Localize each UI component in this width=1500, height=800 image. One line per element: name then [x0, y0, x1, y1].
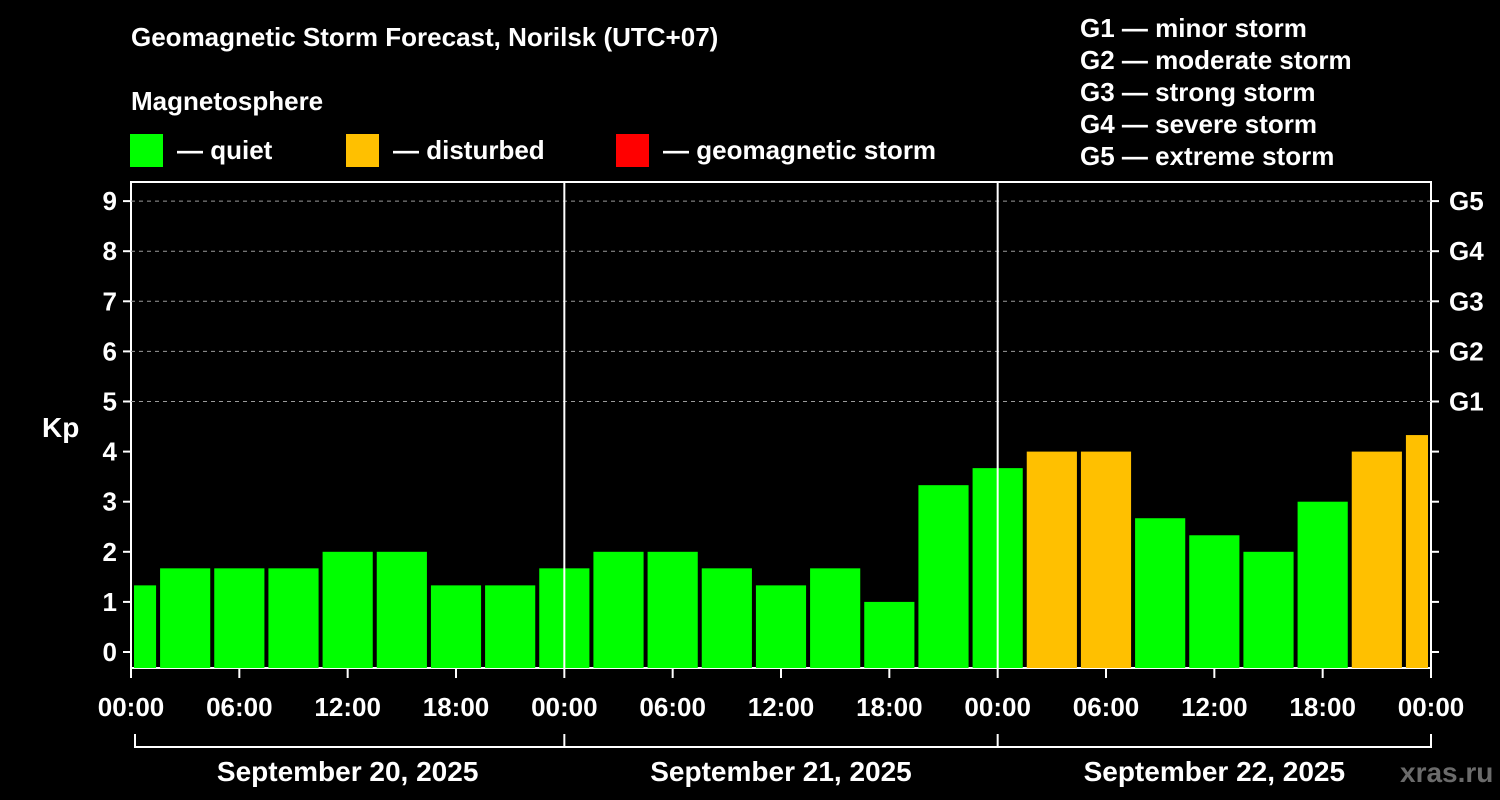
x-tick-label: 12:00	[314, 692, 381, 722]
kp-bar	[485, 585, 536, 668]
kp-bar	[593, 551, 644, 668]
legend-disturbed: — disturbed	[346, 133, 545, 167]
day-label: September 22, 2025	[1084, 756, 1346, 787]
kp-bar	[1351, 451, 1402, 668]
x-tick-label: 00:00	[531, 692, 598, 722]
legend-quiet: — quiet	[130, 133, 272, 167]
kp-bar	[1189, 535, 1240, 668]
kp-bar	[647, 551, 698, 668]
watermark: xras.ru	[1400, 757, 1494, 788]
kp-bar	[1135, 518, 1186, 668]
kp-bar	[322, 551, 373, 668]
legend-storm-swatch	[616, 133, 649, 167]
kp-bar	[810, 568, 861, 668]
g-scale-item: G4 — severe storm	[1080, 109, 1318, 139]
kp-bar	[701, 568, 752, 668]
kp-bar	[214, 568, 265, 668]
y-tick-label: 4	[103, 437, 118, 467]
legend-quiet-label: — quiet	[177, 134, 273, 165]
g-scale-item: G2 — moderate storm	[1080, 45, 1352, 75]
g-level-label: G4	[1449, 236, 1484, 266]
kp-bar	[268, 568, 319, 668]
x-tick-label: 12:00	[1181, 692, 1248, 722]
y-axis-label: Kp	[42, 412, 80, 443]
kp-bar	[1405, 435, 1428, 668]
g-scale-item: G1 — minor storm	[1080, 13, 1307, 43]
kp-bar	[430, 585, 482, 668]
kp-bar	[864, 601, 915, 668]
x-tick-label: 06:00	[639, 692, 706, 722]
x-tick-label: 00:00	[1398, 692, 1465, 722]
x-tick-label: 06:00	[206, 692, 273, 722]
y-tick-label: 2	[103, 537, 117, 567]
kp-bar	[1297, 501, 1348, 668]
y-tick-label: 9	[103, 186, 117, 216]
kp-bar	[1026, 451, 1077, 668]
y-tick-label: 6	[103, 336, 117, 366]
magnetosphere-label: Magnetosphere	[131, 86, 324, 116]
y-tick-label: 5	[103, 387, 117, 417]
kp-bar	[918, 485, 969, 668]
g-level-label: G5	[1449, 186, 1484, 216]
x-tick-label: 12:00	[748, 692, 815, 722]
x-tick-label: 00:00	[964, 692, 1031, 722]
day-label: September 20, 2025	[217, 756, 479, 787]
legend-disturbed-swatch	[346, 133, 379, 167]
g-scale-item: G5 — extreme storm	[1080, 141, 1335, 171]
kp-bar	[134, 585, 157, 668]
kp-bar	[1243, 551, 1294, 668]
legend-storm: — geomagnetic storm	[616, 133, 936, 167]
kp-bar	[160, 568, 211, 668]
g-level-label: G2	[1449, 336, 1484, 366]
y-tick-label: 3	[103, 487, 117, 517]
g-level-label: G1	[1449, 387, 1484, 417]
kp-bar	[755, 585, 807, 668]
legend-disturbed-label: — disturbed	[393, 134, 545, 165]
y-tick-label: 1	[103, 587, 117, 617]
x-tick-label: 18:00	[423, 692, 490, 722]
g-level-label: G3	[1449, 286, 1484, 316]
kp-bar	[376, 551, 427, 668]
x-tick-label: 18:00	[856, 692, 923, 722]
g-scale-item: G3 — strong storm	[1080, 77, 1316, 107]
legend-storm-label: — geomagnetic storm	[663, 134, 937, 165]
y-tick-label: 7	[103, 286, 117, 316]
x-tick-label: 00:00	[98, 692, 165, 722]
g-scale-legend: G1 — minor storm G2 — moderate storm G3 …	[1080, 12, 1352, 172]
x-tick-label: 06:00	[1073, 692, 1140, 722]
y-tick-label: 0	[103, 637, 117, 667]
legend-quiet-swatch	[130, 133, 163, 167]
kp-bar	[1080, 451, 1132, 668]
chart-title: Geomagnetic Storm Forecast, Norilsk (UTC…	[131, 22, 719, 52]
y-tick-label: 8	[103, 236, 117, 266]
x-tick-label: 18:00	[1289, 692, 1356, 722]
day-label: September 21, 2025	[650, 756, 912, 787]
